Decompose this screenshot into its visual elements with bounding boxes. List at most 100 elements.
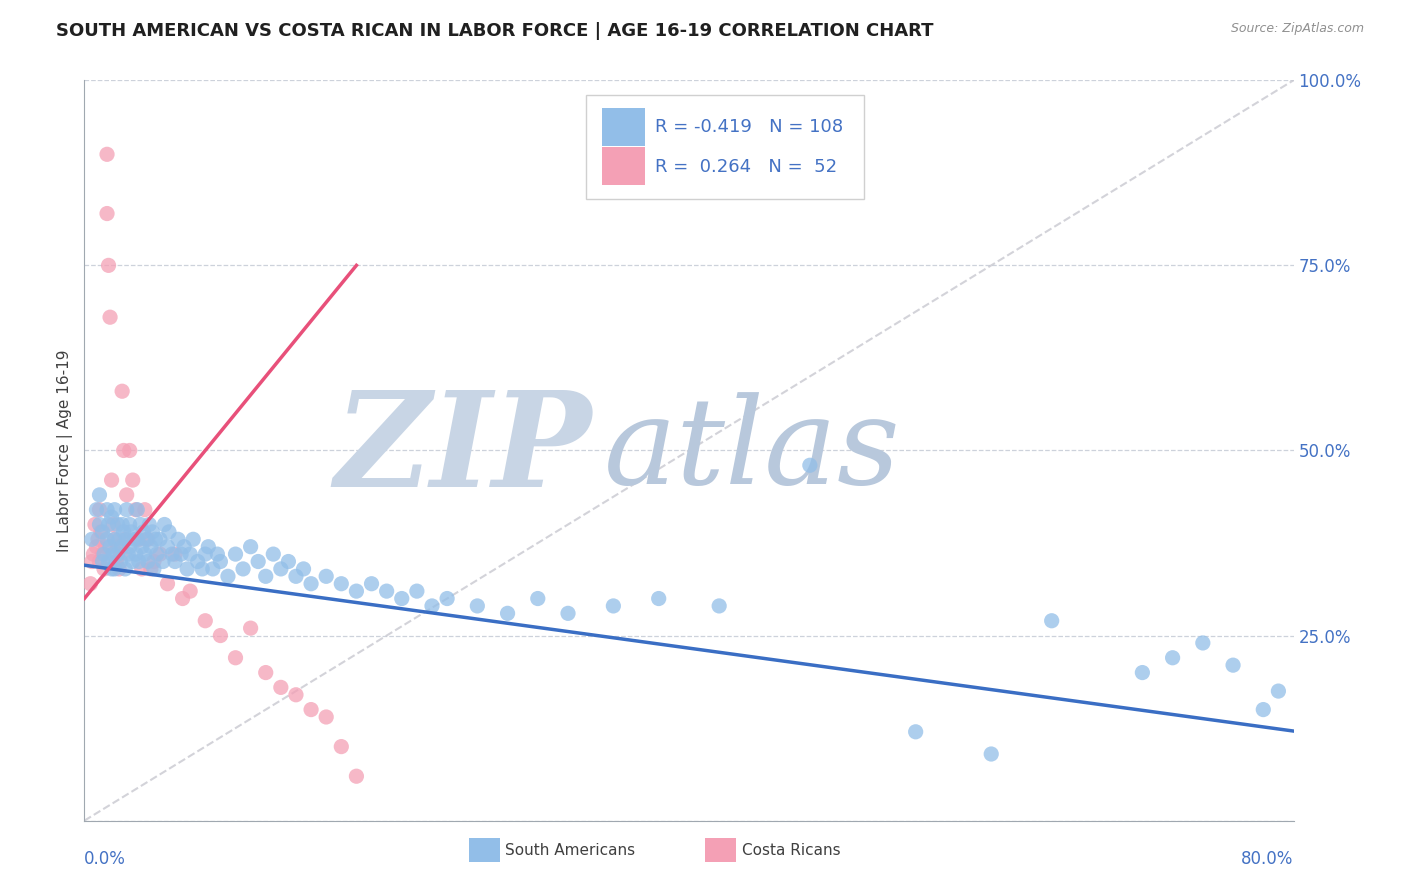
Point: [89, 555, 111, 569]
Point: [84, 517, 107, 532]
Point: [101, 547, 124, 561]
Point: [91, 555, 114, 569]
Point: [121, 555, 143, 569]
Point: [315, 710, 337, 724]
Point: [91, 547, 114, 561]
Point: [98, 310, 121, 325]
Point: [96, 533, 118, 547]
Text: SOUTH AMERICAN VS COSTA RICAN IN LABOR FORCE | AGE 16-19 CORRELATION CHART: SOUTH AMERICAN VS COSTA RICAN IN LABOR F…: [56, 22, 934, 40]
Point: [89, 488, 111, 502]
Point: [107, 547, 129, 561]
Point: [557, 607, 579, 621]
FancyBboxPatch shape: [602, 147, 645, 186]
Point: [254, 569, 277, 583]
Point: [97, 259, 120, 273]
Point: [97, 555, 120, 569]
Point: [330, 739, 353, 754]
Point: [86, 502, 108, 516]
Point: [134, 547, 156, 561]
Point: [285, 688, 308, 702]
Point: [149, 533, 172, 547]
Point: [129, 517, 152, 532]
Point: [980, 747, 1002, 761]
Text: ZIP: ZIP: [335, 386, 592, 515]
Point: [98, 540, 121, 554]
Point: [96, 502, 118, 516]
Point: [104, 562, 127, 576]
Point: [602, 599, 624, 613]
Point: [270, 681, 292, 695]
Point: [122, 533, 145, 547]
Point: [181, 533, 204, 547]
Point: [139, 562, 162, 576]
Point: [97, 517, 120, 532]
Point: [527, 591, 550, 606]
Point: [90, 524, 112, 539]
Point: [346, 769, 368, 783]
Point: [125, 502, 148, 516]
Point: [131, 540, 153, 554]
Y-axis label: In Labor Force | Age 16-19: In Labor Force | Age 16-19: [58, 349, 73, 552]
Point: [111, 540, 134, 554]
Point: [330, 576, 353, 591]
Point: [904, 724, 927, 739]
Point: [1267, 684, 1289, 698]
Point: [194, 547, 217, 561]
FancyBboxPatch shape: [704, 838, 737, 862]
Point: [89, 517, 111, 532]
Point: [201, 562, 224, 576]
Point: [125, 547, 148, 561]
Point: [292, 562, 315, 576]
Point: [1161, 650, 1184, 665]
Text: Source: ZipAtlas.com: Source: ZipAtlas.com: [1230, 22, 1364, 36]
Point: [112, 443, 135, 458]
Point: [217, 569, 239, 583]
Point: [165, 555, 187, 569]
Point: [179, 547, 201, 561]
Point: [176, 562, 198, 576]
Point: [128, 555, 150, 569]
Point: [110, 555, 132, 569]
Point: [104, 533, 127, 547]
Point: [207, 547, 229, 561]
Point: [100, 510, 122, 524]
Point: [194, 614, 217, 628]
Point: [152, 555, 174, 569]
Text: Costa Ricans: Costa Ricans: [742, 843, 841, 858]
Point: [157, 524, 180, 539]
Point: [145, 533, 167, 547]
Point: [191, 562, 214, 576]
Point: [107, 540, 129, 554]
Text: R = -0.419   N = 108: R = -0.419 N = 108: [655, 118, 844, 136]
Point: [254, 665, 277, 680]
Point: [299, 703, 322, 717]
Point: [153, 517, 176, 532]
Point: [82, 547, 104, 561]
Point: [179, 584, 201, 599]
Point: [127, 533, 149, 547]
Point: [172, 591, 194, 606]
Point: [112, 524, 135, 539]
Point: [101, 517, 124, 532]
Point: [1192, 636, 1215, 650]
Point: [360, 576, 382, 591]
Point: [139, 540, 162, 554]
Point: [136, 555, 159, 569]
Point: [239, 540, 262, 554]
FancyBboxPatch shape: [468, 838, 501, 862]
Point: [467, 599, 489, 613]
Point: [277, 555, 299, 569]
Point: [225, 650, 247, 665]
Text: South Americans: South Americans: [505, 843, 636, 858]
Point: [160, 547, 183, 561]
Point: [346, 584, 368, 599]
Point: [420, 599, 443, 613]
Point: [87, 533, 110, 547]
Point: [648, 591, 671, 606]
Point: [115, 488, 138, 502]
Point: [127, 502, 149, 516]
Point: [156, 576, 179, 591]
Point: [170, 547, 193, 561]
Point: [239, 621, 262, 635]
Point: [149, 547, 172, 561]
